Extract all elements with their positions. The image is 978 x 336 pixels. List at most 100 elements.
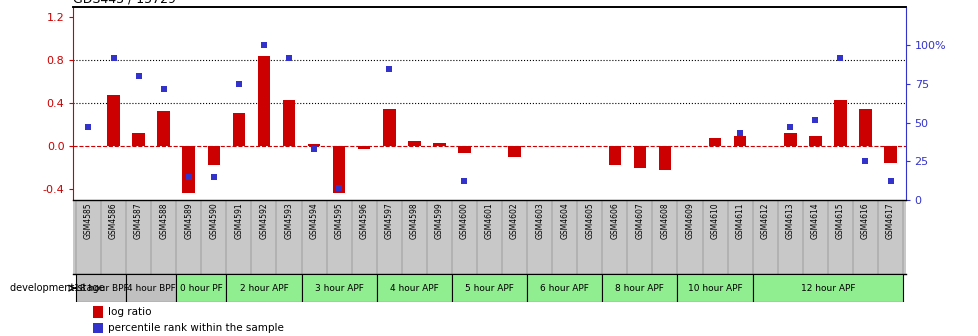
Text: GSM4615: GSM4615: [835, 202, 844, 239]
Text: GSM4614: GSM4614: [810, 202, 819, 239]
Text: GSM4604: GSM4604: [559, 202, 568, 239]
Text: GSM4612: GSM4612: [760, 202, 769, 239]
Bar: [226, 274, 301, 302]
Text: GSM4597: GSM4597: [384, 202, 393, 239]
Bar: [157, 111, 170, 146]
Text: GSM4607: GSM4607: [635, 202, 644, 239]
Text: GSM4585: GSM4585: [84, 202, 93, 239]
Bar: [752, 274, 902, 302]
Bar: [358, 146, 370, 150]
Text: GSM4591: GSM4591: [234, 202, 244, 239]
Bar: [783, 133, 796, 146]
Text: GSM4610: GSM4610: [710, 202, 719, 239]
Point: [732, 131, 747, 136]
Text: 12 hour APF: 12 hour APF: [800, 284, 854, 293]
Text: GSM4602: GSM4602: [510, 202, 518, 239]
Point: [80, 125, 96, 130]
Text: 4 hour APF: 4 hour APF: [389, 284, 438, 293]
Point: [381, 66, 397, 71]
Bar: [883, 146, 896, 163]
Bar: [93, 323, 103, 333]
Point: [306, 146, 322, 152]
Text: GSM4613: GSM4613: [785, 202, 794, 239]
Text: GSM4608: GSM4608: [660, 202, 669, 239]
Text: GSM4616: GSM4616: [860, 202, 869, 239]
Text: GSM4595: GSM4595: [334, 202, 343, 239]
Bar: [207, 146, 220, 165]
Text: GSM4596: GSM4596: [359, 202, 369, 239]
Text: GSM4617: GSM4617: [885, 202, 894, 239]
Text: 8 hour APF: 8 hour APF: [615, 284, 664, 293]
Bar: [307, 144, 320, 146]
Bar: [333, 146, 345, 194]
Text: GSM4593: GSM4593: [285, 202, 293, 239]
Bar: [633, 146, 645, 168]
Text: GSM4601: GSM4601: [484, 202, 494, 239]
Bar: [408, 141, 421, 146]
Bar: [432, 143, 445, 146]
Text: GSM4599: GSM4599: [434, 202, 443, 239]
Bar: [808, 135, 821, 146]
Text: GSM4598: GSM4598: [410, 202, 419, 239]
Text: log ratio: log ratio: [108, 307, 151, 317]
Text: 3 hour APF: 3 hour APF: [314, 284, 363, 293]
Bar: [608, 146, 620, 165]
Text: GSM4603: GSM4603: [535, 202, 544, 239]
Point: [131, 74, 147, 79]
Bar: [108, 95, 119, 146]
Text: GSM4590: GSM4590: [209, 202, 218, 239]
Text: GSM4586: GSM4586: [109, 202, 118, 239]
Point: [781, 125, 797, 130]
Point: [331, 185, 346, 190]
Text: GSM4606: GSM4606: [609, 202, 619, 239]
Bar: [601, 274, 677, 302]
Text: 5 hour APF: 5 hour APF: [465, 284, 513, 293]
Bar: [301, 274, 377, 302]
Text: GSM4611: GSM4611: [734, 202, 744, 239]
Bar: [257, 56, 270, 146]
Point: [106, 55, 121, 60]
Bar: [658, 146, 671, 170]
Point: [857, 159, 872, 164]
Text: 6 hour APF: 6 hour APF: [540, 284, 589, 293]
Text: 18 hour BPF: 18 hour BPF: [73, 284, 128, 293]
Bar: [859, 109, 870, 146]
Text: percentile rank within the sample: percentile rank within the sample: [108, 323, 284, 333]
Bar: [508, 146, 520, 157]
Bar: [132, 133, 145, 146]
Bar: [382, 109, 395, 146]
Text: 4 hour BPF: 4 hour BPF: [126, 284, 175, 293]
Bar: [833, 100, 846, 146]
Bar: [233, 113, 244, 146]
Text: GSM4609: GSM4609: [685, 202, 693, 239]
Point: [181, 174, 197, 179]
Point: [831, 55, 847, 60]
Text: 2 hour APF: 2 hour APF: [240, 284, 288, 293]
Bar: [526, 274, 601, 302]
Bar: [452, 274, 526, 302]
Point: [807, 117, 822, 122]
Bar: [734, 135, 745, 146]
Point: [156, 86, 171, 91]
Bar: [458, 146, 470, 153]
Text: GDS443 / 15729: GDS443 / 15729: [73, 0, 176, 6]
Text: 0 hour PF: 0 hour PF: [180, 284, 222, 293]
Point: [882, 179, 898, 184]
Bar: [76, 274, 126, 302]
Bar: [377, 274, 452, 302]
Bar: [126, 274, 176, 302]
Point: [205, 174, 221, 179]
Text: GSM4592: GSM4592: [259, 202, 268, 239]
Text: GSM4589: GSM4589: [184, 202, 193, 239]
Bar: [708, 138, 721, 146]
Bar: [176, 274, 226, 302]
Bar: [283, 100, 295, 146]
Text: 10 hour APF: 10 hour APF: [688, 284, 741, 293]
Point: [231, 81, 246, 87]
Point: [281, 55, 296, 60]
Text: GSM4605: GSM4605: [585, 202, 594, 239]
Bar: [93, 306, 103, 318]
Bar: [182, 146, 195, 194]
Text: GSM4600: GSM4600: [460, 202, 468, 239]
Bar: [677, 274, 752, 302]
